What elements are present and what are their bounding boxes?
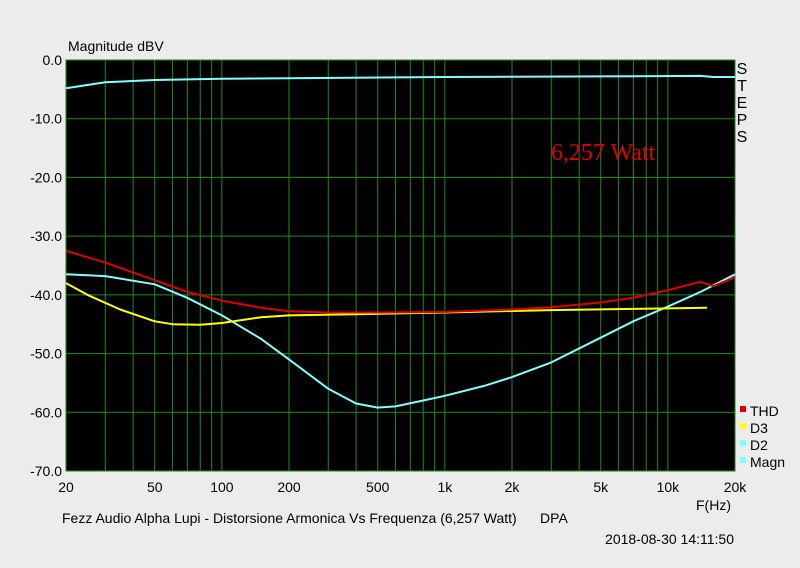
plot-area	[66, 60, 735, 471]
y-tick-label: -40.0	[30, 287, 62, 303]
y-tick-label: -70.0	[30, 463, 62, 479]
series-d3-line	[65, 282, 708, 326]
side-label-letter: S	[737, 61, 748, 78]
x-tick-label: 20k	[724, 479, 748, 495]
x-tick-label: 20	[58, 479, 74, 495]
legend-swatch	[740, 406, 746, 412]
legend-swatch	[740, 440, 746, 446]
x-tick-label: 500	[366, 479, 390, 495]
x-tick-label: 1k	[437, 479, 453, 495]
y-tick-label: -60.0	[30, 404, 62, 420]
x-tick-label: 2k	[505, 479, 521, 495]
side-label-letter: E	[737, 95, 748, 112]
y-tick-label: -10.0	[30, 111, 62, 127]
series-lines	[65, 74, 736, 409]
x-tick-label: 50	[147, 479, 163, 495]
y-tick-labels: 0.0 -10.0 -20.0 -30.0 -40.0 -50.0 -60.0 -70.0	[30, 52, 62, 479]
x-tick-label: 100	[210, 479, 234, 495]
x-tick-label: 10k	[657, 479, 681, 495]
series-thd-line	[65, 249, 736, 314]
series-d2-line	[65, 273, 736, 409]
y-tick-label: -30.0	[30, 228, 62, 244]
legend-swatch	[740, 423, 746, 429]
side-label-letter: S	[737, 129, 748, 146]
chart-caption: Fezz Audio Alpha Lupi - Distorsione Armo…	[62, 510, 568, 526]
side-label-letter: P	[737, 112, 748, 129]
legend-label: D2	[750, 437, 768, 453]
x-axis-label: F(Hz)	[696, 497, 731, 513]
grid-lines	[65, 59, 736, 472]
x-tick-labels: 20 50 100 200 500 1k 2k 5k 10k 20k	[58, 479, 747, 495]
legend-label: Magn	[750, 454, 785, 470]
plot-border	[65, 59, 736, 472]
y-tick-label: 0.0	[43, 52, 63, 68]
series-magn-line	[65, 74, 735, 90]
legend-label: D3	[750, 420, 768, 436]
y-tick-label: -50.0	[30, 346, 62, 362]
x-tick-label: 200	[277, 479, 301, 495]
legend-swatch	[740, 457, 746, 463]
power-annotation: 6,257 Watt	[551, 140, 656, 166]
legend-label: THD	[750, 403, 779, 419]
y-axis-label: Magnitude dBV	[68, 38, 164, 54]
y-tick-label: -20.0	[30, 169, 62, 185]
x-tick-label: 5k	[593, 479, 609, 495]
side-label-letter: T	[737, 78, 747, 95]
timestamp: 2018-08-30 14:11:50	[605, 531, 734, 547]
